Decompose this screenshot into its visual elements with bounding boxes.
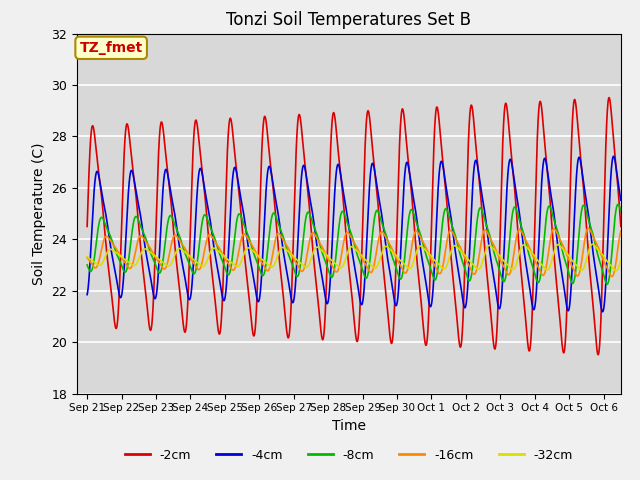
Y-axis label: Soil Temperature (C): Soil Temperature (C) [31,143,45,285]
Legend: -2cm, -4cm, -8cm, -16cm, -32cm: -2cm, -4cm, -8cm, -16cm, -32cm [120,444,578,467]
X-axis label: Time: Time [332,419,366,433]
Text: TZ_fmet: TZ_fmet [79,41,143,55]
Title: Tonzi Soil Temperatures Set B: Tonzi Soil Temperatures Set B [227,11,471,29]
